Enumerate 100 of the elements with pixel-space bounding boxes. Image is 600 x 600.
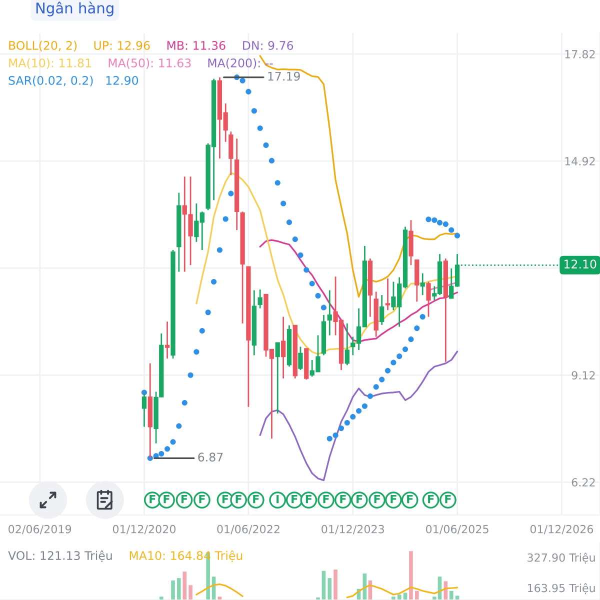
x-tick-label: 01/12/2023 (322, 524, 384, 534)
text: UP: 12.96 (94, 40, 150, 50)
x-tick-label: 01/06/2025 (426, 524, 488, 534)
point (420, 314, 426, 320)
x-tick-label: 01/06/2022 (217, 524, 280, 534)
annotation: F (292, 495, 298, 504)
point (228, 190, 234, 196)
annotation: I (276, 495, 279, 504)
point (240, 78, 246, 84)
text: MA10: 164.84 Triệu (130, 550, 242, 562)
point (304, 267, 310, 273)
annotation: F (390, 495, 396, 504)
candlestick (327, 290, 332, 336)
point (432, 217, 438, 223)
point (326, 436, 332, 442)
point (414, 325, 420, 332)
candlestick (344, 322, 350, 366)
text: DN: 9.76 (243, 40, 294, 50)
point (199, 328, 205, 334)
point (442, 221, 448, 227)
candlestick (281, 316, 286, 380)
point (356, 408, 362, 414)
legend-title: VOL: 121.13 Triệu (8, 550, 112, 562)
text: Ngân hàng (36, 2, 114, 16)
x-tick-label: 01/12/2026 (530, 524, 594, 534)
point (222, 216, 228, 222)
point (205, 310, 211, 316)
point (188, 372, 194, 378)
point (379, 376, 385, 382)
point (362, 403, 368, 409)
legend-label: MA(200): -- (208, 58, 273, 69)
x-tick-label: 01/12/2020 (112, 524, 176, 534)
y-tick-label: 327.90 Triệu (528, 552, 595, 564)
point (292, 236, 298, 242)
point (309, 280, 315, 286)
point (257, 125, 263, 131)
text: MB: 11.36 (167, 40, 226, 50)
point (338, 425, 344, 432)
annotation: F (253, 495, 259, 504)
annotation: F (323, 495, 329, 504)
point (158, 450, 164, 457)
line-series (259, 239, 458, 343)
point (246, 88, 252, 94)
y-tick-label: 14.92 (565, 157, 595, 166)
point (344, 420, 350, 426)
annotation: F (199, 495, 205, 504)
line-series (259, 350, 458, 482)
annotation: F (306, 495, 312, 504)
point (164, 446, 170, 452)
annotation: 6.87 (198, 452, 223, 462)
point (216, 247, 222, 253)
legend-title: BOLL(20, 2) (9, 40, 77, 52)
point (251, 108, 257, 114)
ref-line-label: 12.10 (564, 260, 596, 269)
annotation: F (222, 495, 228, 504)
point (194, 349, 200, 355)
annotation: F (181, 495, 188, 504)
point (367, 393, 373, 399)
point (298, 252, 304, 258)
annotation: 17.19 (268, 72, 300, 81)
point (373, 384, 379, 390)
point (211, 278, 217, 285)
text: SAR(0.02, 0.2) 12.90 (8, 76, 138, 86)
point (436, 220, 443, 226)
point (390, 360, 396, 366)
candlestick (228, 130, 234, 176)
point (454, 232, 460, 238)
point (332, 432, 338, 438)
point (182, 400, 188, 406)
point (402, 346, 408, 352)
candlestick (164, 320, 170, 360)
point (384, 368, 391, 374)
point (320, 304, 326, 310)
point (315, 292, 321, 299)
point (274, 180, 280, 186)
candlestick (420, 272, 425, 296)
point (426, 216, 432, 222)
text: MA(10): 11.81 (9, 58, 91, 69)
candlestick (298, 346, 303, 371)
point (408, 336, 414, 342)
point (448, 227, 454, 233)
y-tick-label: 163.95 Triệu (528, 583, 595, 594)
point (350, 414, 356, 420)
candlestick (385, 278, 390, 311)
point (280, 200, 286, 206)
candlestick (426, 281, 431, 318)
point (263, 142, 269, 148)
y-tick-label: 9.12 (572, 371, 595, 380)
point (176, 423, 182, 429)
x-tick-label: 02/06/2019 (8, 524, 72, 534)
y-tick-label: 17.82 (565, 50, 595, 58)
text: MA(50): 11.63 (108, 58, 191, 69)
point (396, 354, 402, 360)
annotation: F (340, 495, 346, 504)
point (170, 439, 176, 445)
candlestick (380, 294, 384, 326)
candlestick (258, 288, 262, 310)
annotation: F (236, 495, 242, 504)
annotation: F (356, 495, 362, 504)
candlestick (275, 342, 280, 414)
